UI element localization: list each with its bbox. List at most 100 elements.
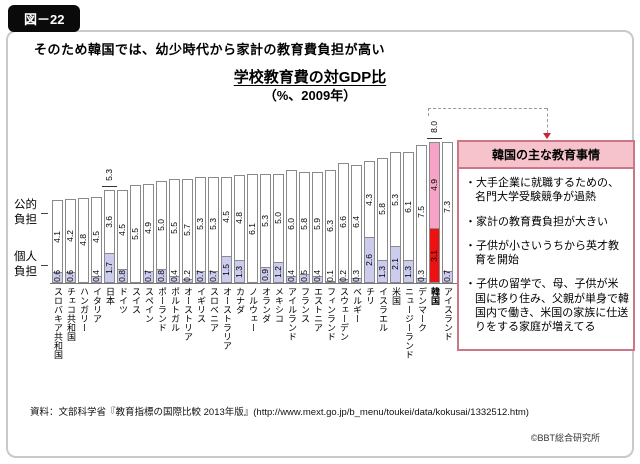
category-label-エストニア: エストニア	[313, 287, 323, 332]
public-segment: 4.8	[78, 197, 89, 283]
public-segment: 4.2	[65, 198, 76, 274]
public-segment: 5.3	[208, 177, 219, 272]
korea-info-panel: 韓国の主な教育事情 ・大手企業に就職するための、名門大学受験競争が過熱 ・家計の…	[457, 140, 635, 351]
individual-value-label: 0.7	[208, 270, 218, 282]
category-label-韓国: 韓国	[430, 287, 440, 305]
individual-value-label: 0.5	[299, 270, 309, 282]
public-value-label: 4.8	[78, 234, 88, 247]
bar-スペイン: 4.9 0.7	[143, 184, 154, 283]
bar-スイス: 5.5	[130, 185, 141, 283]
public-value-label: 5.0	[156, 219, 166, 232]
individual-value-label: 2.6	[364, 253, 374, 266]
legend-public-burden: 公的負担	[14, 198, 48, 228]
public-value-label: 6.0	[286, 217, 296, 230]
public-value-label: 4.5	[117, 223, 127, 236]
public-value-label: 5.5	[169, 222, 179, 234]
public-value-label: 5.3	[195, 218, 205, 231]
individual-value-label: 0.3	[351, 270, 361, 282]
panel-bullet: ・子供が小さいうちから英才教育を開始	[465, 239, 619, 267]
public-segment: 6.4	[351, 164, 362, 279]
bar-スウェーデン: 6.6 0.2	[338, 162, 349, 283]
category-label-ポルトガル: ポルトガル	[170, 287, 180, 332]
bar-ベルギー: 6.4 0.3	[351, 164, 362, 283]
category-label-フィンランド: フィンランド	[326, 287, 336, 341]
public-value-label: 7.5	[416, 206, 426, 218]
chart-title-block: 学校教育費の対GDP比 （%、2009年）	[150, 69, 470, 104]
individual-segment: 0.3	[416, 270, 427, 283]
public-segment: 6.6	[338, 162, 349, 281]
legend-individual-burden: 個人負担	[14, 250, 48, 280]
public-value-label: 4.2	[65, 230, 75, 242]
total-value-label: 5.3	[102, 164, 117, 187]
category-label-スウェーデン: スウェーデン	[339, 287, 349, 341]
category-label-イスラエル: イスラエル	[378, 287, 388, 332]
individual-segment: 0.8	[156, 268, 167, 283]
individual-value-label: 0.6	[65, 270, 75, 282]
category-label-ハンガリー: ハンガリー	[79, 287, 89, 332]
bar-ポーランド: 5.0 0.8	[156, 180, 167, 283]
public-segment: 5.8	[299, 171, 310, 276]
public-value-label: 4.9	[143, 222, 153, 234]
public-value-label: 5.0	[273, 212, 283, 225]
bar-日本: 5.3 3.6 1.7	[102, 169, 117, 283]
bar-アイスランド: 7.3 0.7	[442, 141, 453, 283]
individual-segment: 0.6	[65, 270, 76, 283]
x-axis-line	[50, 283, 457, 284]
public-segment: 4.3	[364, 161, 375, 238]
individual-value-label: 0.4	[312, 270, 322, 282]
public-segment: 7.3	[442, 141, 453, 272]
public-segment: 5.9	[312, 171, 323, 277]
individual-segment: 0.7	[442, 270, 453, 283]
category-label-イギリス: イギリス	[196, 287, 206, 323]
public-segment: 4.9	[143, 184, 154, 272]
category-label-ベルギー: ベルギー	[352, 287, 362, 323]
connector-arrow-icon	[543, 133, 551, 139]
copyright-credit: ©BBT総合研究所	[530, 433, 600, 443]
individual-segment: 0.1	[325, 270, 336, 283]
public-segment: 5.3	[390, 152, 401, 247]
individual-value-label: 0.9	[260, 269, 270, 281]
category-label-スイス: スイス	[131, 287, 141, 314]
individual-value-label: 0.4	[169, 270, 179, 282]
source-note: 資料：文部科学省『教育指標の国際比較 2013年版』(http://www.me…	[30, 407, 529, 418]
public-segment: 6.3	[325, 169, 336, 282]
bar-韓国: 8.0 4.9 3.1	[427, 121, 442, 283]
category-label-スペイン: スペイン	[144, 287, 154, 323]
bar-オランダ: 5.3 0.9	[260, 173, 271, 283]
category-label-アイルランド: アイルランド	[287, 287, 297, 341]
headline-statement: そのため韓国では、幼少時代から家計の教育費負担が高い	[34, 42, 386, 57]
bar-イタリア: 4.5 0.4	[91, 196, 102, 283]
individual-segment: 0.8	[117, 268, 128, 283]
public-segment: 4.5	[221, 177, 232, 258]
public-value-label: 6.1	[403, 200, 413, 213]
public-segment: 5.3	[195, 177, 206, 272]
category-label-ドイツ: ドイツ	[118, 287, 128, 314]
public-segment: 4.5	[117, 189, 128, 270]
connector-dashed-vertical-left	[428, 108, 429, 116]
figure-number-badge: 図－22	[8, 5, 81, 32]
individual-segment: 1.3	[377, 259, 388, 283]
public-segment: 4.1	[52, 200, 63, 274]
bar-アイルランド: 6.0 0.4	[286, 170, 297, 283]
connector-dashed-horizontal	[428, 108, 547, 109]
bar-オーストラリア: 4.5 1.5	[221, 177, 232, 283]
public-segment: 6.1	[403, 152, 414, 261]
individual-value-label: 1.3	[234, 265, 244, 278]
public-value-label: 4.5	[221, 211, 231, 224]
category-label-ポーランド: ポーランド	[157, 287, 167, 332]
individual-segment: 2.1	[390, 245, 401, 283]
individual-value-label: 1.3	[403, 265, 413, 278]
category-label-イタリア: イタリア	[92, 287, 102, 323]
public-value-label: 5.8	[377, 203, 387, 216]
category-label-スロバキア共和国: スロバキア共和国	[53, 287, 63, 359]
individual-value-label: 1.3	[377, 265, 387, 278]
individual-segment: 0.2	[182, 270, 193, 283]
category-label-デンマーク: デンマーク	[417, 287, 427, 332]
legend-individual-label: 個人負担	[14, 251, 37, 278]
category-label-オランダ: オランダ	[261, 287, 271, 323]
bar-チリ: 4.3 2.6	[364, 161, 375, 283]
public-value-label: 5.5	[130, 228, 140, 240]
individual-segment: 1.3	[234, 259, 245, 283]
public-segment: 5.5	[169, 179, 180, 277]
individual-segment: 1.3	[403, 259, 414, 283]
